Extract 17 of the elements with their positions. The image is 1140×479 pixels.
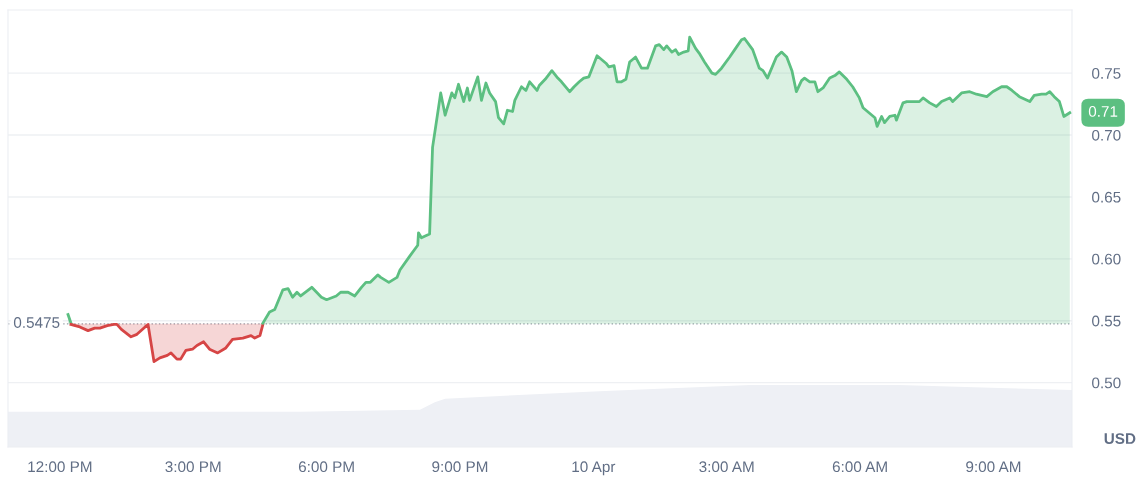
- x-tick-label: 9:00 PM: [432, 461, 488, 473]
- x-tick-label: 6:00 AM: [832, 461, 887, 473]
- x-tick-label: 12:00 PM: [28, 461, 92, 473]
- annotation: 0.71: [1088, 106, 1118, 117]
- y-axis-title: USD: [1104, 433, 1136, 444]
- y-tick-label: 0.75: [1092, 68, 1121, 79]
- ref-line-label: 0.5475: [13, 317, 60, 328]
- x-tick-label: 6:00 PM: [298, 461, 354, 473]
- y-tick-label: 0.55: [1092, 315, 1121, 327]
- x-tick-label: 10 Apr: [572, 461, 616, 476]
- x-tick-label: 3:00 AM: [699, 461, 754, 473]
- y-tick-label: 0.70: [1092, 129, 1121, 141]
- x-tick-label: 9:00 AM: [966, 461, 1021, 473]
- y-tick-label: 0.50: [1092, 377, 1121, 389]
- y-tick-label: 0.60: [1092, 253, 1121, 265]
- y-tick-label: 0.65: [1092, 191, 1121, 203]
- x-tick-label: 3:00 PM: [165, 461, 221, 473]
